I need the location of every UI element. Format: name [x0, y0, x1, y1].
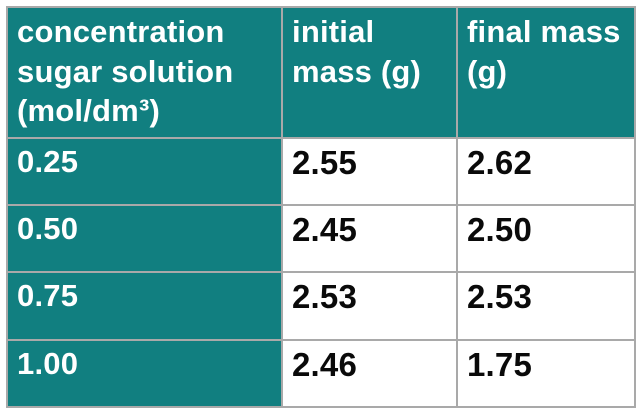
final-mass-cell: 2.50 — [456, 204, 636, 274]
table-row: 0.25 2.55 2.62 — [6, 137, 636, 207]
header-row: concentration sugar solution (mol/dm³) i… — [6, 5, 636, 140]
table-header: concentration sugar solution (mol/dm³) i… — [6, 5, 636, 140]
concentration-cell: 0.50 — [6, 204, 283, 274]
table-row: 1.00 2.46 1.75 — [6, 338, 636, 409]
table-body: 0.25 2.55 2.62 0.50 2.45 2.50 0.75 2.53 2.53 1.00… — [6, 137, 636, 409]
header-initial-mass: initial mass (g) — [281, 5, 458, 140]
concentration-cell: 0.25 — [6, 137, 283, 207]
table-row: 0.50 2.45 2.50 — [6, 204, 636, 274]
final-mass-cell: 2.53 — [456, 271, 636, 341]
initial-mass-cell: 2.46 — [281, 338, 458, 409]
table-row: 0.75 2.53 2.53 — [6, 271, 636, 341]
initial-mass-cell: 2.45 — [281, 204, 458, 274]
concentration-cell: 1.00 — [6, 338, 283, 409]
header-concentration: concentration sugar solution (mol/dm³) — [6, 5, 283, 140]
header-final-mass: final mass (g) — [456, 5, 636, 140]
results-table: concentration sugar solution (mol/dm³) i… — [6, 5, 636, 409]
initial-mass-cell: 2.53 — [281, 271, 458, 341]
final-mass-cell: 1.75 — [456, 338, 636, 409]
initial-mass-cell: 2.55 — [281, 137, 458, 207]
concentration-cell: 0.75 — [6, 271, 283, 341]
final-mass-cell: 2.62 — [456, 137, 636, 207]
